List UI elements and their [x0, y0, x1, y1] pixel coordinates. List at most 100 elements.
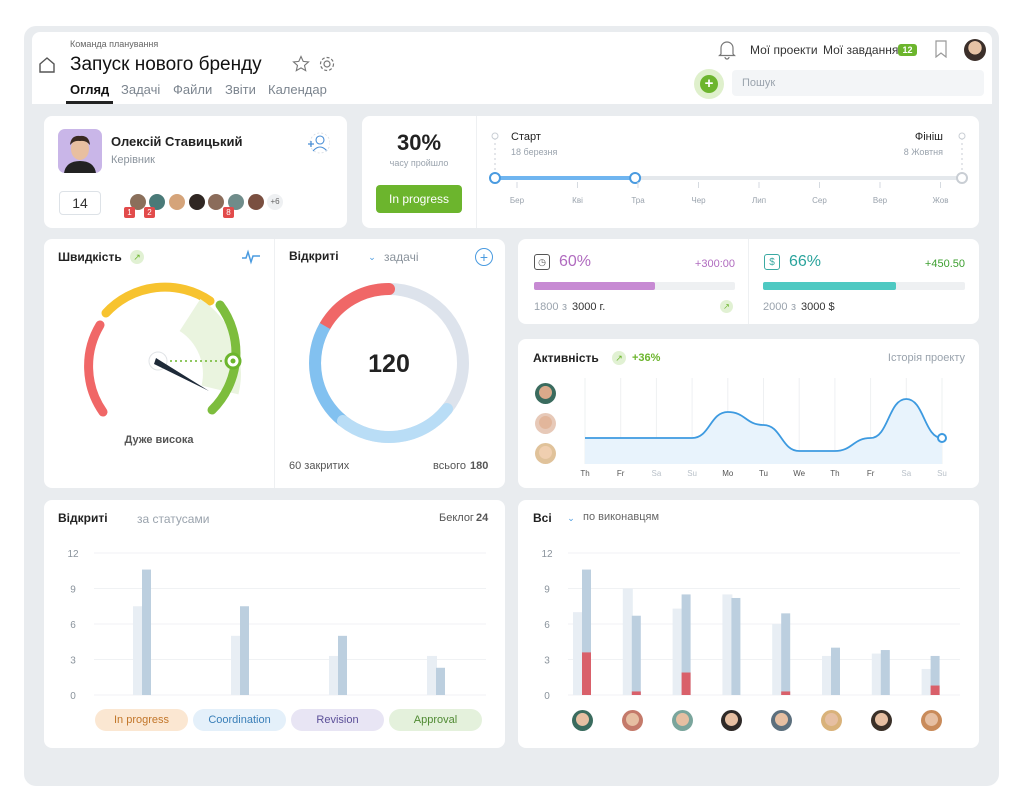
chart-bar	[240, 606, 249, 695]
kpi1-done: 1800	[534, 301, 559, 313]
activity-day-label: Su	[687, 469, 697, 478]
open-title: Відкриті	[289, 249, 339, 263]
tab-files[interactable]: Файли	[173, 82, 213, 97]
activity-title: Активність	[533, 351, 599, 365]
add-button[interactable]: +	[694, 69, 724, 99]
chart-bar	[681, 672, 691, 695]
assignee-avatar[interactable]	[870, 710, 892, 731]
kpi2-sep: з	[791, 301, 797, 313]
my-projects-link[interactable]: Мої проекти	[750, 43, 818, 57]
chart-bar	[631, 691, 641, 695]
notification-badge: 1	[124, 207, 135, 218]
bell-icon[interactable]	[718, 40, 736, 60]
trend-up-icon: ↗	[130, 250, 144, 264]
y-tick-label: 3	[70, 656, 76, 667]
open-value: 120	[368, 350, 410, 378]
status-chart-subtitle: за статусами	[137, 512, 210, 526]
assignee-avatar[interactable]	[920, 710, 942, 731]
progress-card	[362, 116, 979, 228]
member-avatar[interactable]	[167, 192, 187, 212]
clock-icon: ◷	[534, 254, 550, 270]
open-filter[interactable]: задачі	[384, 250, 419, 264]
history-link[interactable]: Історія проекту	[887, 352, 965, 364]
start-label: Старт	[511, 131, 541, 143]
dollar-icon: $	[764, 254, 780, 270]
trend-up-icon: ↗	[612, 351, 626, 365]
open-donut: 120	[309, 283, 469, 444]
tab-calendar[interactable]: Календар	[268, 82, 327, 97]
tab-overview[interactable]: Огляд	[70, 82, 110, 97]
chart-bar	[231, 635, 241, 695]
manager-name: Олексій Ставицький	[111, 134, 243, 149]
assignee-avatar[interactable]	[771, 710, 793, 731]
assignee-chart-title: Всі	[533, 511, 552, 525]
assignee-avatar[interactable]	[821, 710, 842, 731]
assignee-bar-chart: 12 9 6 3 0	[541, 549, 960, 702]
bookmark-icon[interactable]	[934, 40, 948, 58]
legend-pill[interactable]: Revision	[291, 709, 384, 731]
add-circle-icon[interactable]: +	[475, 248, 493, 266]
tab-tasks[interactable]: Задачі	[121, 82, 161, 97]
activity-day-label: Sa	[652, 469, 662, 478]
legend-pill[interactable]: Coordination	[193, 709, 286, 731]
timeline-month: Кві	[572, 196, 583, 205]
status-chart-title: Відкриті	[58, 511, 108, 525]
member-count: 14	[59, 191, 101, 215]
member-avatar[interactable]	[187, 192, 207, 212]
search-input[interactable]: Пошук	[732, 70, 984, 96]
my-tasks-link[interactable]: Мої завдання	[823, 43, 899, 57]
chevron-down-icon[interactable]: ⌄	[368, 251, 376, 262]
chart-bar	[672, 608, 683, 695]
timeline-month: Сер	[812, 196, 827, 205]
gear-icon[interactable]	[318, 55, 336, 73]
chart-bar	[142, 569, 151, 695]
more-members[interactable]: +6	[265, 192, 285, 212]
kpi2-percent: 66%	[789, 253, 822, 270]
member-avatar[interactable]	[246, 192, 266, 212]
card-divider	[748, 239, 749, 324]
total-label: всього	[433, 460, 466, 472]
tab-overview-underline	[66, 101, 113, 104]
speed-title: Швидкість	[58, 250, 122, 264]
assignee-avatar[interactable]	[621, 710, 643, 731]
status-button[interactable]: In progress	[376, 185, 462, 213]
chart-bar	[329, 655, 339, 695]
chart-bar	[781, 691, 791, 695]
chart-bar	[731, 597, 741, 695]
page-title: Запуск нового бренду	[70, 54, 262, 75]
assignee-avatar[interactable]	[572, 710, 593, 731]
kpi1-percent: 60%	[559, 253, 592, 270]
activity-chart: Th Fr Sa Su Mo Tu We Th Fr Sa Su	[580, 378, 947, 478]
pulse-icon[interactable]	[241, 249, 261, 265]
add-member-icon[interactable]	[306, 132, 330, 154]
activity-avatar	[535, 413, 556, 434]
activity-day-label: Th	[580, 469, 589, 478]
kpi1-sep: з	[562, 301, 568, 313]
assignee-filter[interactable]: по виконавцям	[583, 511, 660, 523]
activity-line	[585, 398, 943, 452]
timeline-month: Чер	[691, 196, 706, 205]
user-avatar[interactable]	[964, 39, 986, 61]
star-icon[interactable]	[292, 55, 310, 73]
member-avatar[interactable]	[206, 192, 226, 212]
y-tick-label: 12	[541, 549, 553, 560]
assignee-avatar[interactable]	[671, 710, 693, 731]
notification-badge: 2	[144, 207, 155, 218]
tab-reports[interactable]: Звіти	[225, 82, 256, 97]
legend-pill[interactable]: Approval	[389, 709, 482, 731]
chart-bar	[573, 612, 583, 695]
chart-bar	[622, 588, 633, 695]
activity-area	[585, 399, 942, 464]
y-tick-label: 12	[67, 549, 79, 560]
chart-bar	[338, 635, 347, 695]
legend-pill[interactable]: In progress	[95, 709, 188, 731]
assignee-avatar[interactable]	[721, 710, 743, 731]
chart-bar	[722, 594, 733, 695]
chart-bar	[781, 613, 791, 695]
chevron-down-icon[interactable]: ⌄	[567, 512, 575, 523]
chart-bar	[582, 569, 591, 695]
search-placeholder: Пошук	[742, 77, 776, 89]
activity-day-label: We	[793, 469, 805, 478]
home-icon[interactable]	[38, 56, 56, 74]
card-divider	[476, 116, 477, 228]
